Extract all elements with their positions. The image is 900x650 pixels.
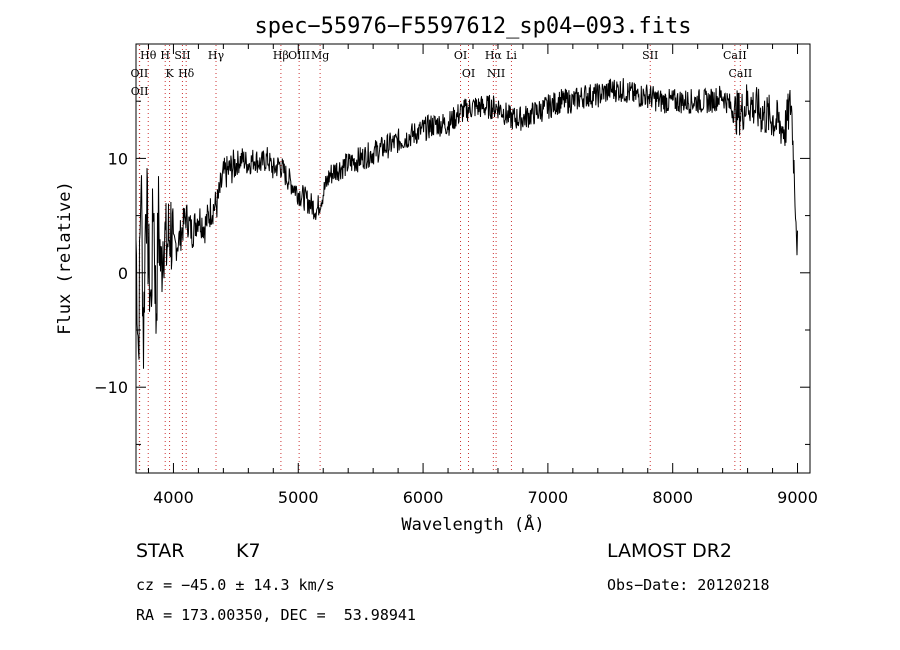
y-axis-ticks: −10 0 10 (94, 100, 810, 445)
x-tick-label: 7000 (528, 488, 569, 507)
y-tick-label: −10 (94, 378, 128, 397)
x-tick-label: 5000 (278, 488, 319, 507)
survey-name: LAMOST DR2 (607, 540, 732, 562)
x-axis-ticks: 4000 5000 6000 7000 8000 9000 (147, 44, 818, 507)
line-marker-label: Mg (311, 49, 329, 62)
object-class: STAR (136, 540, 185, 562)
line-marker-label: CaII (729, 67, 753, 80)
line-marker-label: OIII (288, 49, 310, 62)
line-marker-label: OII (131, 85, 149, 98)
x-tick-label: 6000 (403, 488, 444, 507)
line-marker-label: H (160, 49, 170, 62)
line-marker-label: SII (174, 49, 190, 62)
object-subclass: K7 (236, 540, 261, 562)
line-marker-label: Hα (485, 49, 503, 62)
line-marker-label: NII (487, 67, 505, 80)
line-marker-label: CaII (723, 49, 747, 62)
coordinates: RA = 173.00350, DEC = 53.98941 (136, 606, 416, 624)
x-tick-label: 8000 (652, 488, 693, 507)
line-marker-label: Hγ (208, 49, 225, 62)
line-marker-label: K (165, 67, 174, 80)
line-marker-label: OI (462, 67, 475, 80)
obs-date: Obs−Date: 20120218 (607, 576, 770, 594)
y-tick-label: 0 (118, 264, 128, 283)
line-markers (138, 45, 741, 472)
x-axis-label: Wavelength (Å) (401, 513, 544, 535)
y-tick-label: 10 (108, 149, 128, 168)
line-marker-label: OI (454, 49, 467, 62)
line-marker-label: Hθ (140, 49, 157, 62)
chart-title: spec−55976−F5597612_sp04−093.fits (254, 14, 691, 39)
redshift-readout: cz = −45.0 ± 14.3 km/s (136, 576, 335, 594)
x-tick-label: 4000 (153, 488, 194, 507)
line-marker-label: OII (131, 67, 149, 80)
line-marker-label: Hδ (178, 67, 195, 80)
x-tick-label: 9000 (777, 488, 818, 507)
line-marker-label: Li (506, 49, 517, 62)
spectrum-chart: spec−55976−F5597612_sp04−093.fits Hθ OII O… (55, 14, 818, 535)
y-axis-label: Flux (relative) (55, 181, 75, 335)
line-marker-label: SII (642, 49, 658, 62)
line-marker-label: Hβ (273, 49, 289, 62)
spectrum-line (135, 78, 798, 369)
